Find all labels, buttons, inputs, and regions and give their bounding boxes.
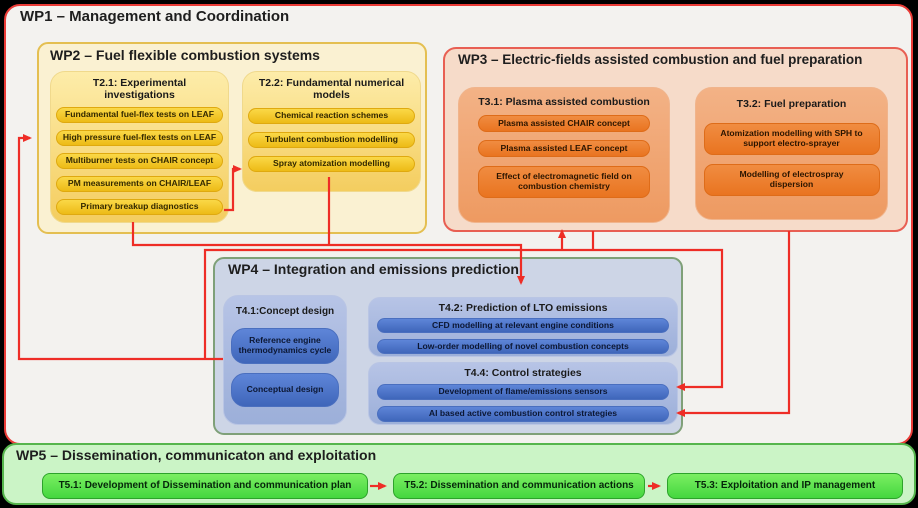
- t21-box: T2.1: Experimental investigations Fundam…: [50, 71, 229, 223]
- wp1-title: WP1 – Management and Coordination: [20, 8, 290, 25]
- t22-item-0: Chemical reaction schemes: [248, 108, 415, 125]
- t22-item-2: Spray atomization modelling: [248, 156, 415, 173]
- t22-title: T2.2: Fundamental numerical models: [258, 77, 405, 102]
- t32-item-0: Atomization modelling with SPH to suppor…: [703, 123, 880, 156]
- t44-title: T4.4: Control strategies: [464, 367, 582, 379]
- wp2-title: WP2 – Fuel flexible combustion systems: [50, 47, 320, 63]
- t42-box: T4.2: Prediction of LTO emissions CFD mo…: [368, 297, 678, 357]
- t42-item-1: Low-order modelling of novel combustion …: [377, 339, 669, 355]
- t44-item-1: AI based active combustion control strat…: [377, 406, 669, 423]
- t41-title: T4.1:Concept design: [235, 306, 335, 317]
- t21-title: T2.1: Experimental investigations: [92, 77, 187, 102]
- t32-box: T3.2: Fuel preparation Atomization model…: [695, 87, 888, 220]
- wp3-title: WP3 – Electric-fields assisted combustio…: [458, 52, 863, 67]
- t44-box: T4.4: Control strategies Development of …: [368, 362, 678, 425]
- t22-box: T2.2: Fundamental numerical models Chemi…: [242, 71, 421, 192]
- t32-item-1: Modelling of electrospray dispersion: [703, 164, 880, 197]
- t41-item-0: Reference engine thermodynamics cycle: [231, 327, 339, 364]
- t21-item-4: Primary breakup diagnostics: [56, 199, 223, 216]
- t21-item-2: Multiburner tests on CHAIR concept: [56, 153, 223, 170]
- t42-title: T4.2: Prediction of LTO emissions: [438, 302, 608, 314]
- t52-item: T5.2: Dissemination and communication ac…: [393, 473, 645, 499]
- t21-item-0: Fundamental fuel-flex tests on LEAF: [56, 107, 223, 124]
- t41-item-1: Conceptual design: [231, 372, 339, 407]
- t42-item-0: CFD modelling at relevant engine conditi…: [377, 318, 669, 334]
- t31-item-0: Plasma assisted CHAIR concept: [478, 115, 650, 133]
- t51-item: T5.1: Development of Dissemination and c…: [42, 473, 368, 499]
- t22-item-1: Turbulent combustion modelling: [248, 132, 415, 149]
- t31-item-1: Plasma assisted LEAF concept: [478, 140, 650, 158]
- t53-item: T5.3: Exploitation and IP management: [667, 473, 903, 499]
- t41-box: T4.1:Concept design Reference engine the…: [223, 295, 347, 425]
- wp4-title: WP4 – Integration and emissions predicti…: [228, 261, 519, 277]
- t31-item-2: Effect of electromagnetic field on combu…: [478, 166, 650, 199]
- t21-item-3: PM measurements on CHAIR/LEAF: [56, 176, 223, 193]
- wp5-title: WP5 – Dissemination, communicaton and ex…: [16, 447, 377, 463]
- t32-title: T3.2: Fuel preparation: [736, 98, 847, 110]
- t31-title: T3.1: Plasma assisted combustion: [478, 96, 650, 108]
- t44-item-0: Development of flame/emissions sensors: [377, 384, 669, 401]
- t31-box: T3.1: Plasma assisted combustion Plasma …: [458, 87, 670, 223]
- t21-item-1: High pressure fuel-flex tests on LEAF: [56, 130, 223, 147]
